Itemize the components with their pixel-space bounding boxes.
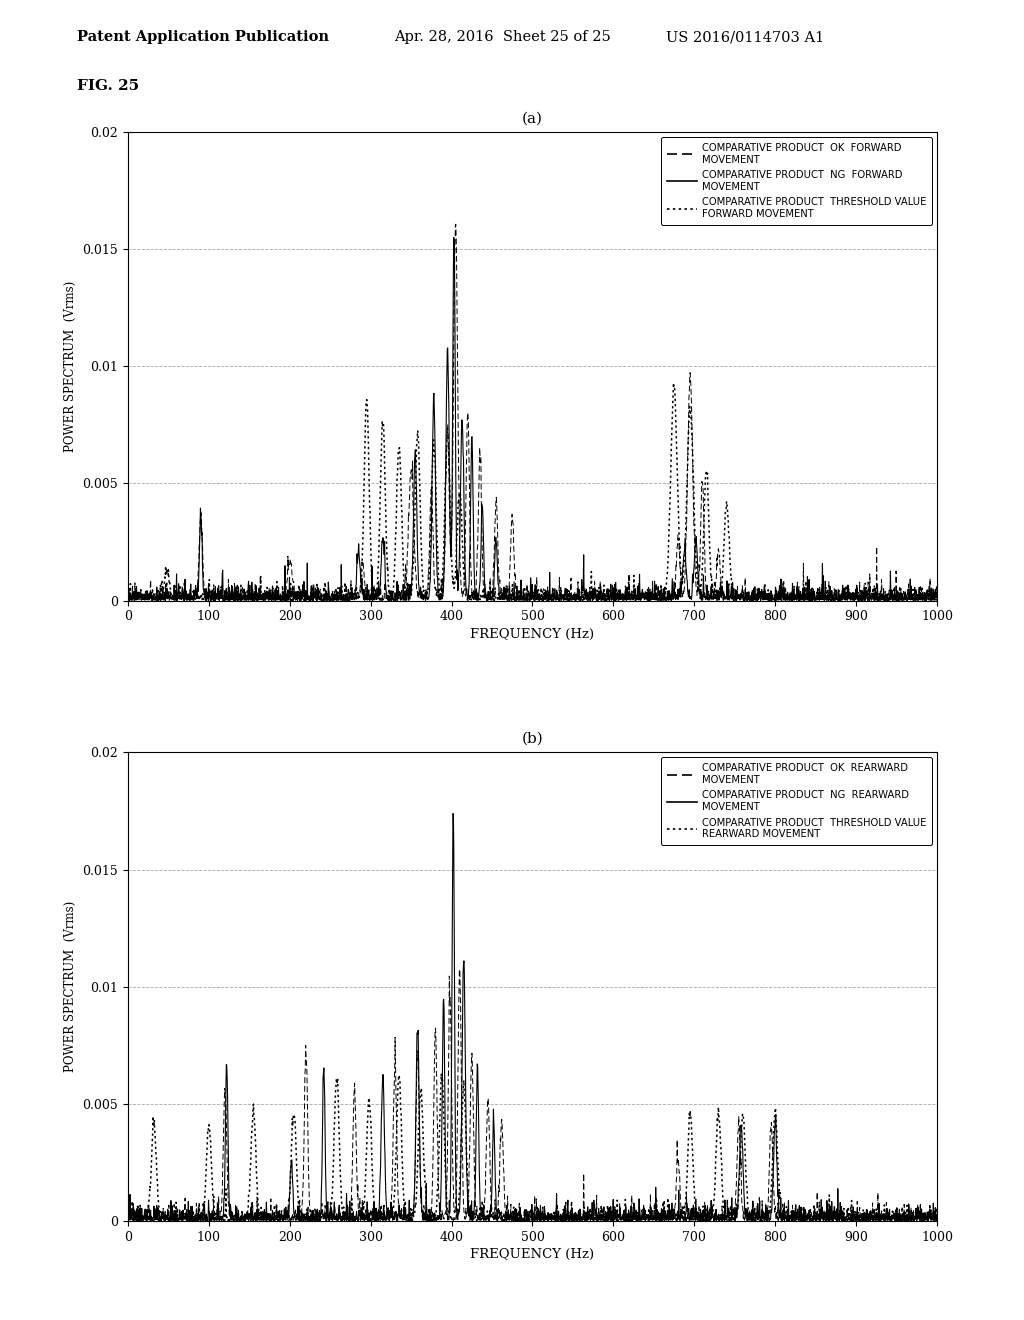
Title: (a): (a)	[522, 111, 543, 125]
Text: US 2016/0114703 A1: US 2016/0114703 A1	[666, 30, 824, 45]
Y-axis label: POWER SPECTRUM  (Vrms): POWER SPECTRUM (Vrms)	[63, 902, 77, 1072]
Legend: COMPARATIVE PRODUCT  OK  REARWARD
MOVEMENT, COMPARATIVE PRODUCT  NG  REARWARD
MO: COMPARATIVE PRODUCT OK REARWARD MOVEMENT…	[660, 758, 932, 845]
Y-axis label: POWER SPECTRUM  (Vrms): POWER SPECTRUM (Vrms)	[63, 281, 77, 451]
Text: FIG. 25: FIG. 25	[77, 79, 139, 94]
Text: Apr. 28, 2016  Sheet 25 of 25: Apr. 28, 2016 Sheet 25 of 25	[394, 30, 611, 45]
Title: (b): (b)	[521, 731, 544, 746]
X-axis label: FREQUENCY (Hz): FREQUENCY (Hz)	[470, 1247, 595, 1261]
X-axis label: FREQUENCY (Hz): FREQUENCY (Hz)	[470, 627, 595, 640]
Text: Patent Application Publication: Patent Application Publication	[77, 30, 329, 45]
Legend: COMPARATIVE PRODUCT  OK  FORWARD
MOVEMENT, COMPARATIVE PRODUCT  NG  FORWARD
MOVE: COMPARATIVE PRODUCT OK FORWARD MOVEMENT,…	[660, 137, 932, 224]
